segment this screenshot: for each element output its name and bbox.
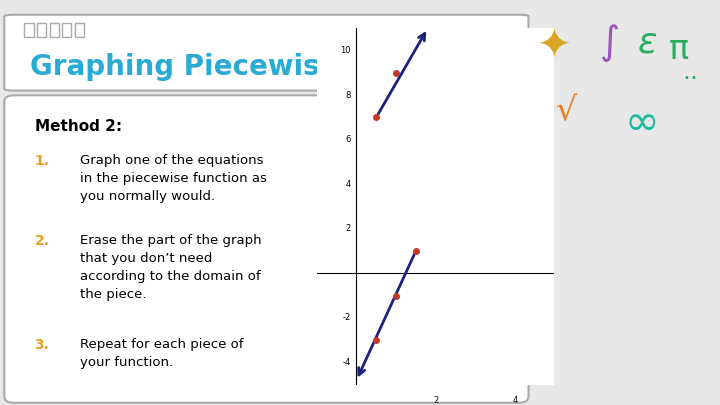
Text: 2: 2 [345,224,351,233]
Text: -2: -2 [342,313,351,322]
Text: π: π [669,33,689,66]
FancyBboxPatch shape [4,15,528,91]
Bar [63,23,71,36]
Text: ..: .. [683,60,698,84]
Text: 4: 4 [512,396,518,405]
Text: ✦: ✦ [536,25,571,67]
Text: 6: 6 [345,135,351,144]
Text: 3.: 3. [35,338,50,352]
Text: 10: 10 [340,46,351,55]
Text: 2: 2 [433,396,438,405]
Text: Graph one of the equations
in the piecewise function as
you normally would.: Graph one of the equations in the piecew… [80,154,267,203]
Text: Erase the part of the graph
that you don’t need
according to the domain of
the p: Erase the part of the graph that you don… [80,234,261,301]
Text: 1.: 1. [35,154,50,168]
FancyBboxPatch shape [4,95,528,403]
Bar [37,23,46,36]
Text: ∫: ∫ [600,24,620,62]
Text: Repeat for each piece of
your function.: Repeat for each piece of your function. [80,338,243,369]
Text: Graphing Piecewise Functions: Graphing Piecewise Functions [30,53,500,81]
Bar [24,23,34,36]
Text: √: √ [556,94,577,127]
Text: ∞: ∞ [624,102,659,144]
Bar [50,23,59,36]
Text: 2.: 2. [35,234,50,248]
Text: -4: -4 [342,358,351,367]
Bar [75,23,84,36]
Text: Method 2:: Method 2: [35,119,122,134]
Text: 4: 4 [345,180,351,189]
Text: 8: 8 [345,91,351,100]
Text: ε: ε [637,26,657,60]
